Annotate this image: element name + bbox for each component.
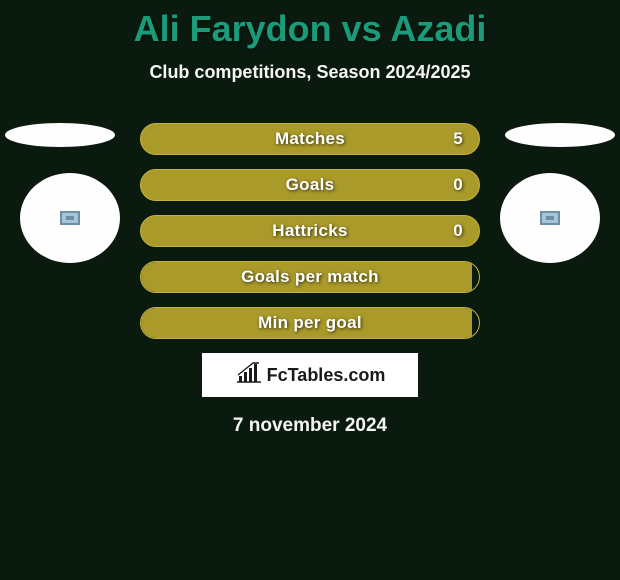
- date-text: 7 november 2024: [0, 415, 620, 437]
- placeholder-badge-icon: [60, 211, 80, 225]
- comparison-content: Matches 5 Goals 0 Hattricks 0 Goals per …: [0, 123, 620, 437]
- stat-label: Goals per match: [241, 267, 379, 287]
- stat-label: Matches: [275, 129, 345, 149]
- stat-label: Goals: [286, 175, 335, 195]
- stat-label: Min per goal: [258, 313, 362, 333]
- logo-box: FcTables.com: [202, 353, 418, 397]
- player-right-avatar: [500, 173, 600, 263]
- stat-value: 0: [453, 175, 463, 195]
- logo-text: FcTables.com: [267, 365, 386, 386]
- player-left-ellipse: [5, 123, 115, 147]
- stat-bar-min-per-goal: Min per goal: [140, 307, 480, 339]
- stat-label: Hattricks: [272, 221, 347, 241]
- stat-bar-matches: Matches 5: [140, 123, 480, 155]
- stat-value: 5: [453, 129, 463, 149]
- stat-bar-goals-per-match: Goals per match: [140, 261, 480, 293]
- page-title: Ali Farydon vs Azadi: [0, 0, 620, 50]
- fctables-logo-icon: [235, 362, 263, 389]
- stat-bars-container: Matches 5 Goals 0 Hattricks 0 Goals per …: [140, 123, 480, 339]
- stat-bar-goals: Goals 0: [140, 169, 480, 201]
- stat-value: 0: [453, 221, 463, 241]
- player-left-avatar: [20, 173, 120, 263]
- stat-bar-hattricks: Hattricks 0: [140, 215, 480, 247]
- player-right-ellipse: [505, 123, 615, 147]
- subtitle: Club competitions, Season 2024/2025: [0, 62, 620, 83]
- placeholder-badge-icon: [540, 211, 560, 225]
